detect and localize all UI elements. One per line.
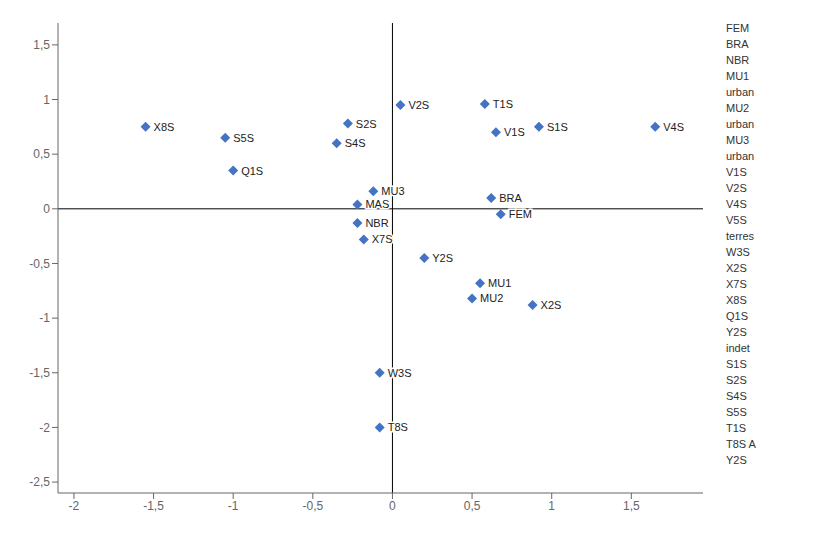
svg-text:V2S: V2S	[408, 99, 429, 111]
svg-text:MU3: MU3	[381, 185, 404, 197]
html-text:BRA: BRA	[726, 38, 749, 50]
html-text:V1S: V1S	[726, 166, 747, 178]
svg-text:1: 1	[43, 93, 50, 107]
svg-text:Q1S: Q1S	[241, 165, 263, 177]
svg-text:X8S: X8S	[154, 121, 175, 133]
html-text:V2S: V2S	[726, 182, 747, 194]
html-text:W3S: W3S	[726, 246, 750, 258]
html-text:FEM: FEM	[726, 22, 750, 34]
svg-text:S4S: S4S	[345, 137, 366, 149]
svg-text:-1: -1	[228, 499, 239, 513]
svg-text:T8S: T8S	[388, 421, 408, 433]
html-text:S5S: S5S	[726, 406, 747, 418]
html-text:T1S: T1S	[726, 422, 747, 434]
svg-text:W3S: W3S	[388, 367, 412, 379]
html-text:V5S: V5S	[726, 214, 747, 226]
svg-text:NBR: NBR	[365, 217, 388, 229]
svg-text:-1: -1	[39, 311, 50, 325]
svg-text:-2: -2	[69, 499, 80, 513]
html-text:urban: urban	[726, 118, 755, 130]
svg-text:1,5: 1,5	[33, 38, 50, 52]
svg-text:Y2S: Y2S	[432, 252, 453, 264]
svg-text:S1S: S1S	[547, 121, 568, 133]
svg-text:-0,5: -0,5	[29, 257, 50, 271]
svg-text:MAS: MAS	[365, 198, 389, 210]
svg-text:0,5: 0,5	[33, 147, 50, 161]
html-text:Q1S: Q1S	[726, 310, 748, 322]
html-text:terres: terres	[726, 230, 755, 242]
svg-text:MU1: MU1	[488, 277, 511, 289]
svg-text:-0,5: -0,5	[302, 499, 323, 513]
svg-text:X2S: X2S	[541, 299, 562, 311]
svg-text:-2: -2	[39, 421, 50, 435]
svg-text:S2S: S2S	[356, 118, 377, 130]
html-text:S4S: S4S	[726, 390, 747, 402]
html-text:MU3: MU3	[726, 134, 750, 146]
html-text:MU2: MU2	[726, 102, 750, 114]
svg-text:-1,5: -1,5	[29, 366, 50, 380]
html-text:Y2S: Y2S	[726, 326, 747, 338]
html-text:urban: urban	[726, 86, 755, 98]
html-text:urban: urban	[726, 150, 755, 162]
svg-text:T1S: T1S	[493, 98, 513, 110]
svg-text:-2,5: -2,5	[29, 475, 50, 489]
svg-text:V4S: V4S	[663, 121, 684, 133]
svg-text:-1,5: -1,5	[143, 499, 164, 513]
html-text:T8S A: T8S A	[726, 438, 756, 450]
html-text:V4S: V4S	[726, 198, 747, 210]
svg-text:MU2: MU2	[480, 292, 503, 304]
svg-text:BRA: BRA	[499, 192, 522, 204]
svg-text:S5S: S5S	[233, 132, 254, 144]
html-text:X7S: X7S	[726, 278, 747, 290]
svg-text:0,5: 0,5	[464, 499, 481, 513]
html-text:S2S: S2S	[726, 374, 747, 386]
html-text:X2S: X2S	[726, 262, 747, 274]
html-text:S1S: S1S	[726, 358, 747, 370]
html-text:indet: indet	[726, 342, 750, 354]
svg-text:0: 0	[43, 202, 50, 216]
html-text:X8S: X8S	[726, 294, 747, 306]
svg-text:V1S: V1S	[504, 126, 525, 138]
svg-text:0: 0	[389, 499, 396, 513]
html-text:Y2S: Y2S	[726, 454, 747, 466]
html-text:MU1: MU1	[726, 70, 750, 82]
svg-text:1,5: 1,5	[623, 499, 640, 513]
svg-text:FEM: FEM	[509, 208, 532, 220]
html-text:NBR: NBR	[726, 54, 750, 66]
svg-text:X7S: X7S	[372, 233, 393, 245]
svg-text:1: 1	[548, 499, 555, 513]
